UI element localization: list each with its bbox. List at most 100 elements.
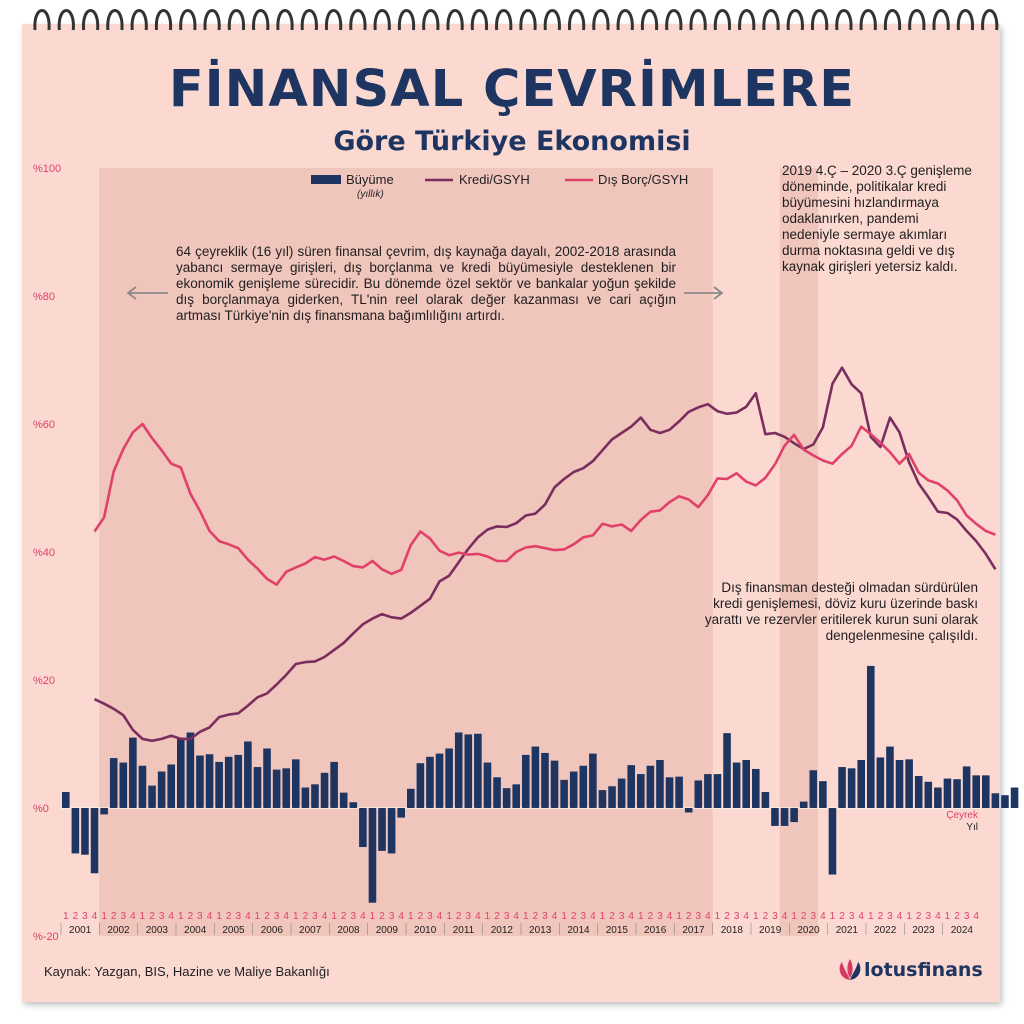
quarter-tick-label: 3 (82, 911, 88, 922)
logo-text: lotusfinans (864, 959, 983, 981)
growth-bar (244, 741, 252, 808)
quarter-tick-label: 4 (360, 911, 366, 922)
year-tick-label: 2016 (644, 925, 667, 936)
spiral-ring (908, 9, 926, 31)
growth-bar (512, 784, 520, 808)
growth-bar (598, 790, 607, 808)
spiral-ring (568, 9, 586, 31)
y-tick-label: %80 (33, 291, 55, 303)
growth-bar (1001, 795, 1009, 808)
quarter-tick-label: 3 (197, 911, 203, 922)
y-tick-label: %20 (33, 675, 55, 687)
quarter-tick-label: 3 (734, 911, 740, 922)
growth-bar (694, 780, 703, 808)
growth-bar (426, 756, 434, 808)
quarter-tick-label: 3 (811, 911, 817, 922)
credit-gdp-line (93, 366, 997, 743)
growth-bar (215, 761, 223, 808)
spiral-ring (349, 9, 367, 31)
quarter-tick-label: 4 (437, 911, 443, 922)
growth-bar (828, 808, 837, 875)
growth-bar (397, 808, 405, 818)
quarter-tick-label: 1 (331, 911, 337, 922)
quarter-axis-label: Çeyrek (946, 810, 979, 821)
quarter-tick-label: 2 (763, 911, 769, 922)
spiral-ring (470, 9, 488, 31)
quarter-tick-label: 2 (73, 911, 79, 922)
year-tick-label: 2007 (299, 925, 322, 936)
growth-bar (560, 779, 568, 808)
growth-bar (253, 767, 262, 808)
quarter-tick-label: 1 (830, 911, 836, 922)
quarter-tick-label: 1 (293, 911, 299, 922)
growth-bar (761, 792, 770, 808)
year-tick-label: 2009 (376, 925, 399, 936)
growth-bar (972, 775, 980, 808)
spiral-ring (932, 9, 950, 31)
year-tick-label: 2002 (107, 925, 130, 936)
spiral-ring (154, 9, 173, 31)
spiral-binding (33, 9, 999, 31)
spiral-ring (130, 9, 148, 31)
growth-bar (982, 775, 990, 808)
growth-bar (934, 787, 942, 808)
quarter-tick-label: 3 (696, 911, 702, 922)
quarter-tick-label: 3 (581, 911, 587, 922)
page-title: FİNANSAL ÇEVRİMLERE (168, 60, 856, 119)
year-tick-label: 2005 (222, 925, 245, 936)
quarter-tick-label: 3 (619, 911, 625, 922)
arrow-left-icon (126, 286, 168, 300)
quarter-tick-label: 1 (753, 911, 759, 922)
quarter-tick-label: 2 (571, 911, 577, 922)
quarter-tick-label: 1 (101, 911, 107, 922)
growth-bar (62, 792, 70, 808)
quarter-tick-label: 4 (973, 911, 979, 922)
growth-bar (550, 760, 559, 808)
arrow-right-icon (684, 286, 724, 300)
quarter-tick-label: 2 (456, 911, 462, 922)
quarter-tick-label: 3 (351, 911, 357, 922)
growth-bar (665, 777, 674, 808)
growth-bar (723, 733, 731, 808)
spiral-ring (300, 9, 318, 31)
quarter-tick-label: 1 (945, 911, 951, 922)
year-tick-label: 2019 (759, 925, 782, 936)
growth-bar (914, 776, 923, 808)
quarter-tick-label: 1 (638, 911, 644, 922)
quarter-tick-label: 2 (648, 911, 654, 922)
growth-bar (349, 802, 358, 808)
quarter-tick-label: 2 (418, 911, 424, 922)
quarter-tick-label: 2 (916, 911, 922, 922)
growth-bar (838, 767, 846, 808)
growth-bar (454, 732, 463, 808)
quarter-tick-label: 1 (408, 911, 414, 922)
quarter-tick-label: 4 (743, 911, 749, 922)
y-tick-label: %0 (33, 803, 49, 815)
quarter-tick-label: 1 (216, 911, 222, 922)
growth-bar (684, 808, 693, 813)
quarter-tick-label: 3 (427, 911, 433, 922)
year-tick-label: 2013 (529, 925, 552, 936)
quarter-tick-label: 4 (475, 911, 481, 922)
y-axis-ticks: %100 %80 %60 %40 %20 %0 %-20 (33, 163, 981, 943)
growth-bar (186, 732, 195, 808)
growth-bar (886, 746, 894, 808)
spiral-ring (106, 9, 124, 31)
quarter-tick-label: 1 (906, 911, 912, 922)
quarter-tick-label: 3 (159, 911, 165, 922)
growth-bar (493, 777, 501, 808)
quarter-tick-label: 4 (628, 911, 634, 922)
period-arrows (126, 286, 724, 300)
quarter-tick-label: 2 (609, 911, 615, 922)
quarter-tick-label: 3 (772, 911, 778, 922)
y-tick-label: %60 (33, 419, 55, 431)
spiral-ring (519, 9, 537, 31)
quarter-tick-label: 4 (207, 911, 213, 922)
growth-bar (416, 763, 425, 808)
growth-bar (752, 768, 760, 808)
note-pandemic: 2019 4.Ç – 2020 3.Ç genişleme döneminde,… (782, 163, 972, 274)
quarter-tick-label: 3 (887, 911, 893, 922)
legend-sublabel-growth: (yıllık) (357, 189, 384, 200)
